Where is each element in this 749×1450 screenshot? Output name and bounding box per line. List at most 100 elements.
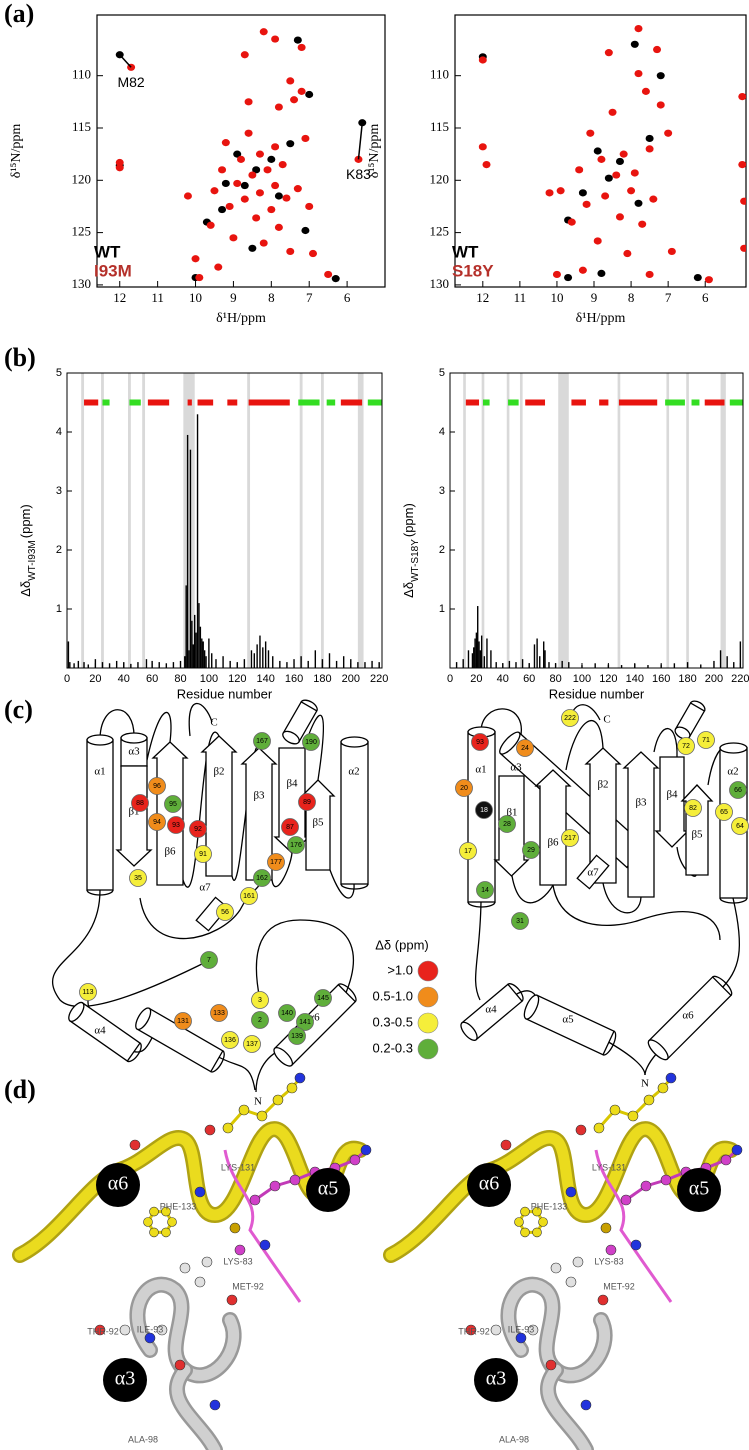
element-label: α7 [199, 882, 211, 894]
residue-label: 139 [291, 1033, 303, 1040]
helix-label: α6 [479, 1173, 499, 1195]
peak [218, 166, 227, 174]
element-label: β3 [635, 797, 647, 809]
bar [279, 660, 281, 668]
atom [665, 1072, 677, 1084]
peak [604, 49, 613, 57]
atom [630, 1239, 642, 1251]
x-tick-label: 7 [665, 290, 672, 305]
residue-name: ALA-98 [499, 1434, 529, 1444]
helix-badge [103, 1358, 147, 1402]
peak [597, 155, 606, 163]
loop [552, 884, 721, 941]
bar [83, 662, 85, 668]
peak [597, 269, 606, 277]
residue-label: 141 [299, 1019, 311, 1026]
atom [527, 1324, 539, 1336]
bar [342, 656, 345, 668]
residue-marker [697, 731, 715, 749]
strand [584, 747, 622, 884]
y-label-unit: (ppm) [401, 503, 416, 537]
peak [210, 187, 219, 195]
element-label: β5 [312, 817, 324, 829]
residue-marker [129, 869, 147, 887]
peak [183, 192, 192, 200]
residue-marker [79, 983, 97, 1001]
structure-view: α6 α5 α3 LYS-131 PHE-133 LYS-83 MET-92 THR-92 IL… [383, 1072, 743, 1450]
residue-label: 72 [682, 743, 690, 750]
peak [601, 192, 610, 200]
peak [556, 187, 565, 195]
x-tick-label: 12 [476, 290, 489, 305]
y-tick-label: 130 [430, 276, 450, 291]
y-tick-label: 120 [430, 171, 450, 186]
tube [171, 1364, 221, 1450]
tube [132, 1279, 240, 1381]
helix-badge [474, 1358, 518, 1402]
residue-marker [302, 733, 320, 751]
bar [196, 414, 199, 668]
element-label: β6 [547, 837, 559, 849]
peak [290, 96, 299, 104]
residue-label: 28 [503, 821, 511, 828]
peak [240, 195, 249, 203]
bar [726, 656, 728, 668]
atom [144, 1332, 156, 1344]
residue-label: 64 [736, 823, 744, 830]
y-tick-label: 3 [439, 485, 445, 497]
residue-label: 161 [243, 893, 255, 900]
bar [473, 647, 475, 668]
peak [638, 220, 647, 228]
atom [229, 1222, 241, 1234]
atom [609, 1104, 621, 1116]
residue-marker [200, 951, 218, 969]
residue-marker [251, 1011, 269, 1029]
bar [647, 665, 649, 668]
x-tick-label: 100 [573, 673, 591, 685]
atom [600, 1222, 612, 1234]
atom [226, 1294, 238, 1306]
peak [214, 263, 223, 271]
legend-label: 0.3-0.5 [373, 1014, 413, 1029]
y-label-unit: (ppm) [18, 504, 33, 538]
residue-marker [288, 1027, 306, 1045]
element-label: β4 [286, 778, 298, 790]
helix-end [68, 1001, 85, 1023]
y-tick-label: 130 [72, 276, 92, 291]
bar [483, 656, 486, 668]
peak [267, 205, 276, 214]
bar [314, 650, 317, 668]
shift-line [357, 122, 364, 160]
shaded-band [128, 373, 131, 668]
peak [221, 139, 230, 147]
peak [271, 35, 280, 43]
element-label: C [210, 717, 217, 729]
helix-badge [467, 1163, 511, 1207]
element-label: N [254, 1096, 262, 1108]
element-label: β6 [164, 846, 176, 858]
peak [286, 77, 295, 85]
shift-label: M82 [117, 74, 144, 90]
x-axis-label: Residue number [177, 686, 273, 701]
shaded-band [81, 373, 85, 668]
bar [130, 663, 132, 668]
residue-marker [471, 733, 489, 751]
residue-label: 18 [480, 807, 488, 814]
peak [545, 189, 554, 197]
helix [340, 741, 369, 885]
peak [278, 161, 287, 169]
bar [272, 656, 274, 668]
peak [225, 202, 234, 211]
peak [301, 134, 310, 143]
loop [565, 720, 604, 771]
residue-label: 91 [199, 851, 207, 858]
y-label-symbol: Δδ [401, 582, 416, 598]
residue-label: 7 [207, 957, 211, 964]
atom [256, 1110, 268, 1122]
bar [243, 659, 246, 668]
residue-marker [164, 795, 182, 813]
atom [259, 1239, 271, 1251]
residue-name: PHE-133 [531, 1201, 568, 1211]
bar [67, 641, 70, 668]
bar [533, 644, 536, 668]
